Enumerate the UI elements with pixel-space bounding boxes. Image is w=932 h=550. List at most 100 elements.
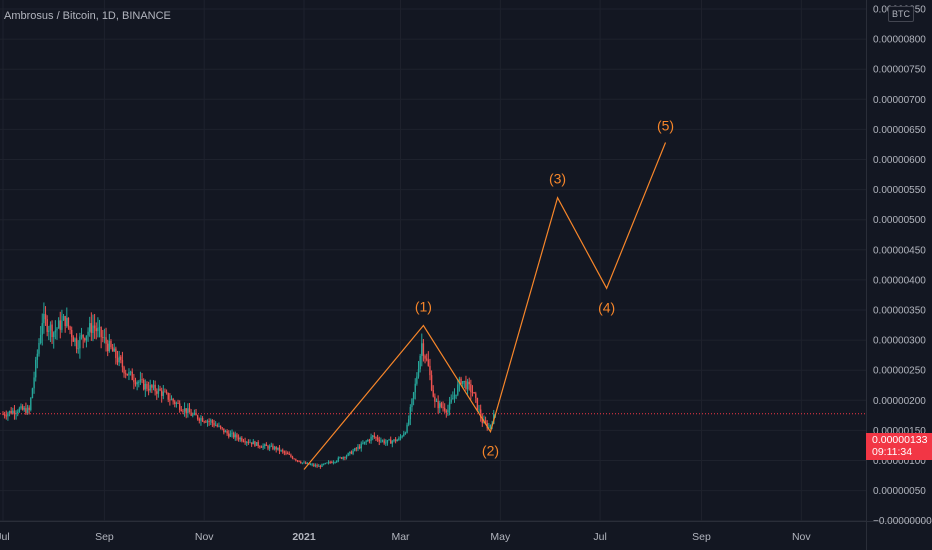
candle	[134, 377, 137, 387]
candle	[336, 460, 338, 464]
candle	[71, 326, 73, 347]
candle	[457, 379, 459, 397]
candle	[105, 327, 107, 352]
candle	[286, 451, 289, 455]
candle	[175, 401, 178, 408]
candle	[218, 422, 220, 428]
candle	[440, 401, 443, 409]
candle	[453, 388, 456, 403]
wave-label[interactable]: (2)	[482, 443, 499, 459]
candle	[375, 436, 377, 442]
candle	[87, 327, 89, 342]
candle	[196, 414, 199, 421]
price-tick-label: 0.00000650	[873, 125, 926, 136]
candle	[466, 378, 469, 395]
candle	[205, 419, 207, 423]
candle	[172, 397, 174, 405]
candle	[139, 371, 142, 386]
wave-label[interactable]: (5)	[657, 118, 674, 134]
candle	[443, 403, 446, 413]
candle	[340, 457, 343, 460]
candle	[62, 313, 65, 321]
candle	[213, 419, 215, 428]
candle	[30, 397, 32, 412]
candle	[151, 384, 153, 394]
candle	[231, 429, 233, 438]
candle	[424, 354, 426, 364]
candle	[445, 409, 448, 418]
candle	[170, 395, 173, 401]
candle	[126, 373, 129, 376]
candle	[224, 429, 227, 433]
currency-badge[interactable]: BTC	[888, 6, 914, 22]
candle	[460, 376, 462, 386]
candle	[49, 321, 52, 343]
candle	[20, 403, 22, 410]
candle	[144, 379, 147, 397]
symbol-title: Ambrosus / Bitcoin, 1D, BINANCE	[4, 10, 171, 22]
time-axis[interactable]: Jul Sep Nov 2021 Mar May Jul Sep Nov	[0, 531, 811, 543]
wave-label[interactable]: (3)	[549, 171, 566, 187]
candle	[355, 447, 358, 452]
candle	[216, 423, 218, 428]
price-tick-label: 0.00000100	[873, 456, 926, 467]
candle	[414, 378, 416, 400]
candle	[291, 455, 294, 460]
candle	[246, 440, 248, 447]
candle	[316, 463, 318, 468]
candle	[416, 372, 418, 386]
candle	[214, 421, 217, 427]
candle	[53, 331, 55, 349]
candle	[118, 350, 120, 367]
wave-label[interactable]: (4)	[598, 299, 615, 315]
wave-line[interactable]	[303, 142, 667, 470]
candle	[229, 430, 232, 438]
candle	[120, 354, 122, 364]
candle	[461, 381, 464, 387]
candle	[264, 443, 266, 449]
price-tick-label: 0.00000750	[873, 65, 926, 76]
candle	[75, 333, 78, 354]
price-tick-label: 0.00000550	[873, 185, 926, 196]
candle	[309, 463, 312, 466]
candle	[455, 394, 457, 400]
candle	[160, 387, 163, 403]
candle	[300, 460, 302, 464]
candle	[116, 350, 119, 366]
candle	[267, 444, 269, 451]
candle	[396, 438, 398, 442]
bar-countdown: 09:11:34	[872, 446, 913, 458]
candle	[10, 407, 12, 415]
candle	[113, 343, 115, 352]
wave-label[interactable]: (1)	[415, 299, 432, 315]
candle	[43, 302, 45, 334]
candle	[344, 456, 346, 461]
candle	[247, 439, 250, 445]
candle	[290, 453, 292, 458]
candle	[442, 401, 444, 412]
candle	[223, 428, 225, 435]
price-tick-label: 0.00000500	[873, 215, 926, 226]
candle	[177, 399, 179, 405]
price-tick-label: 0.00000250	[873, 366, 926, 377]
candle	[470, 379, 472, 400]
candle	[429, 358, 431, 381]
elliott-wave[interactable]: (1) (2) (3) (4) (5)	[303, 118, 674, 470]
candle	[383, 438, 385, 445]
candle	[56, 327, 58, 340]
candle	[327, 460, 330, 465]
candle	[59, 311, 61, 339]
candle	[311, 462, 313, 467]
candle	[211, 419, 214, 427]
candle	[334, 461, 336, 464]
candle	[115, 346, 117, 365]
candle	[372, 434, 374, 441]
time-tick-label: Sep	[692, 531, 711, 543]
candle	[303, 460, 305, 464]
candle	[164, 388, 166, 393]
candle	[133, 373, 135, 390]
time-tick-label: Mar	[391, 531, 410, 543]
candle	[257, 440, 259, 449]
price-axis[interactable]: 0.000008500.000008000.000007500.00000700…	[873, 5, 932, 528]
